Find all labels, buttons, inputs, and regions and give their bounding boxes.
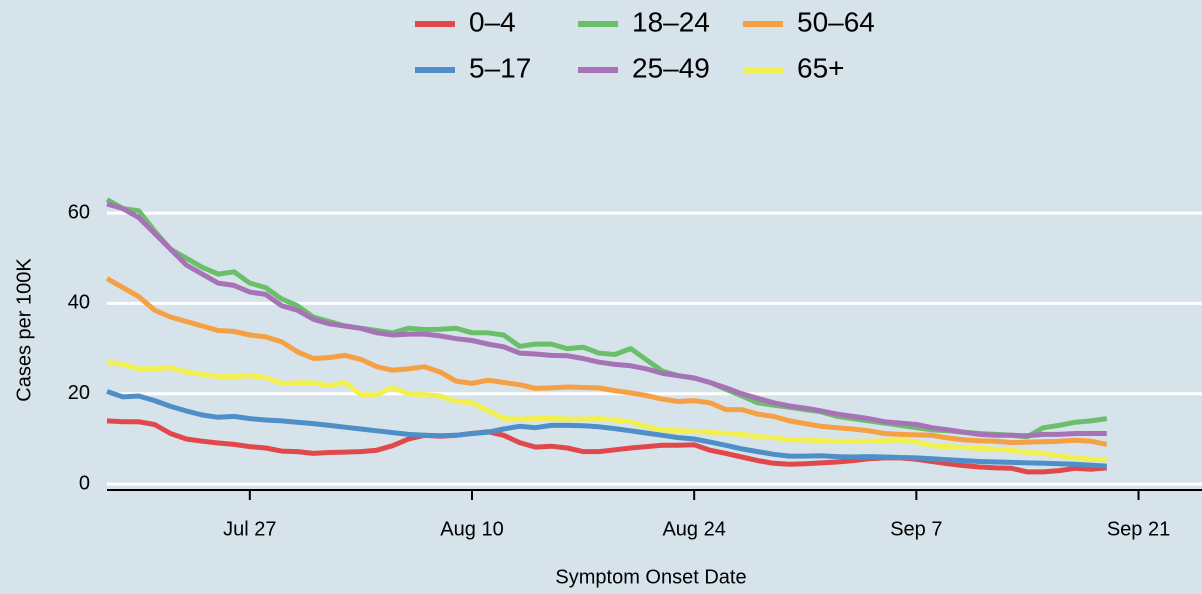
y-tick-label: 60 xyxy=(68,201,90,223)
series-line xyxy=(106,418,1108,475)
y-tick-label: 20 xyxy=(68,382,90,404)
series-line xyxy=(106,201,1107,439)
x-tick-label: Aug 24 xyxy=(662,518,725,540)
legend-label: 18–24 xyxy=(632,6,710,37)
legend-label: 65+ xyxy=(797,52,845,83)
x-axis-label: Symptom Onset Date xyxy=(555,566,746,588)
series-line xyxy=(106,359,1107,463)
x-tick-label: Sep 7 xyxy=(890,518,942,540)
x-tick-label: Aug 10 xyxy=(440,518,503,540)
series-line xyxy=(106,389,1107,469)
x-tick-label: Sep 21 xyxy=(1107,518,1170,540)
y-tick-label: 40 xyxy=(68,292,90,314)
series-line xyxy=(105,276,1108,447)
legend-label: 0–4 xyxy=(469,6,516,37)
legend-label: 5–17 xyxy=(469,52,531,83)
legend-label: 25–49 xyxy=(632,52,710,83)
y-axis-label: Cases per 100K xyxy=(13,258,35,402)
x-tick-label: Jul 27 xyxy=(223,518,276,540)
y-tick-label: 0 xyxy=(79,472,90,494)
legend-label: 50–64 xyxy=(797,6,875,37)
